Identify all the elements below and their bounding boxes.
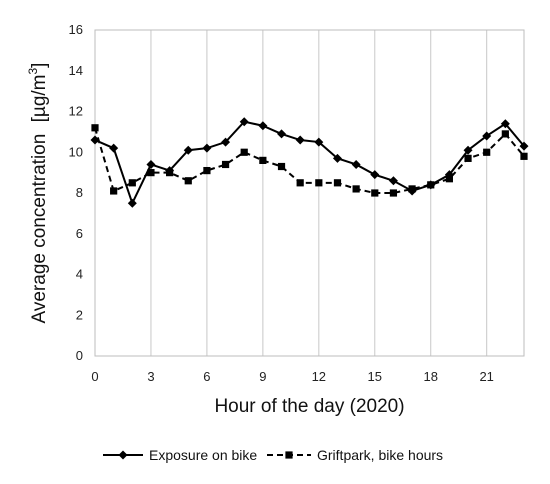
legend-item-exposure-on-bike: Exposure on bike (103, 447, 257, 463)
data-point-diamond (351, 159, 361, 169)
y-tick-labels: 0 2 4 6 8 10 12 14 16 (69, 22, 83, 363)
data-point-square (147, 169, 155, 177)
data-point-square (333, 179, 342, 187)
data-point-square (240, 148, 248, 156)
data-point-diamond (239, 117, 249, 127)
series-griftpark-bike-hours (91, 124, 528, 197)
x-tick-label: 21 (479, 369, 493, 384)
grid-layer (150, 30, 525, 356)
x-tick-label: 3 (147, 369, 154, 384)
data-point-square (427, 181, 435, 189)
data-point-diamond (146, 159, 156, 169)
series-exposure-on-bike (90, 117, 529, 208)
data-point-diamond (482, 131, 492, 141)
x-tick-label: 0 (91, 369, 98, 384)
x-tick-label: 18 (424, 369, 438, 384)
y-tick-label: 0 (76, 348, 83, 363)
data-point-square (166, 169, 174, 177)
legend-marker-square (285, 451, 293, 459)
data-point-diamond (500, 119, 510, 129)
data-point-diamond (388, 176, 398, 186)
x-axis-title: Hour of the day (2020) (214, 396, 404, 417)
data-point-square (408, 185, 416, 193)
legend-marker-diamond (118, 450, 128, 460)
data-point-diamond (221, 137, 231, 147)
data-point-square (203, 166, 211, 175)
x-tick-label: 6 (203, 369, 210, 384)
legend: Exposure on bike Griftpark, bike hours (103, 447, 443, 463)
data-point-diamond (519, 141, 529, 151)
y-axis-label: Average concentration (29, 134, 50, 324)
data-point-diamond (183, 145, 193, 155)
data-point-square (91, 124, 99, 132)
data-point-square (483, 148, 491, 156)
data-point-square (352, 185, 360, 193)
y-tick-label: 14 (69, 63, 83, 78)
y-tick-label: 8 (76, 185, 83, 200)
data-point-diamond (332, 153, 342, 163)
x-tick-labels: 0 3 6 9 12 15 18 21 (91, 369, 494, 384)
y-axis-title: Average concentration [µg/m3] (26, 63, 50, 324)
legend-item-griftpark-bike-hours: Griftpark, bike hours (267, 447, 443, 463)
series-line (94, 120, 525, 206)
y-axis-unit-close: ] (29, 63, 50, 68)
x-tick-label: 12 (312, 369, 326, 384)
y-tick-label: 4 (76, 267, 83, 282)
y-tick-label: 16 (69, 22, 83, 37)
y-tick-label: 12 (69, 104, 83, 119)
data-point-square (464, 154, 472, 162)
data-point-square (110, 187, 118, 195)
y-tick-label: 10 (69, 144, 83, 159)
data-point-diamond (202, 143, 212, 153)
y-axis-unit: [µg/m (29, 75, 50, 123)
data-point-diamond (370, 170, 380, 180)
data-point-square (128, 179, 136, 187)
data-point-square (221, 160, 230, 169)
y-tick-label: 2 (76, 307, 83, 322)
series-layer (90, 117, 529, 208)
data-point-square (277, 162, 286, 171)
data-point-square (259, 156, 267, 164)
data-point-square (371, 189, 379, 197)
data-point-diamond (463, 145, 473, 155)
data-point-square (501, 130, 509, 138)
data-point-square (389, 189, 398, 197)
data-point-diamond (127, 198, 137, 208)
x-tick-label: 9 (259, 369, 266, 384)
x-tick-label: 15 (368, 369, 382, 384)
data-point-diamond (314, 137, 324, 147)
y-tick-label: 6 (76, 226, 83, 241)
data-point-square (296, 179, 304, 187)
data-point-square (184, 177, 192, 185)
data-point-square (520, 152, 528, 160)
data-point-diamond (295, 135, 305, 145)
legend-label-exposure-on-bike: Exposure on bike (149, 447, 257, 463)
data-point-square (315, 179, 323, 187)
data-point-diamond (277, 129, 287, 139)
legend-label-griftpark-bike-hours: Griftpark, bike hours (317, 447, 443, 463)
data-point-diamond (109, 143, 119, 153)
y-axis-unit-superscript: 3 (26, 68, 40, 75)
data-point-square (445, 175, 453, 183)
data-point-diamond (258, 121, 268, 131)
plot-frame (94, 29, 525, 357)
